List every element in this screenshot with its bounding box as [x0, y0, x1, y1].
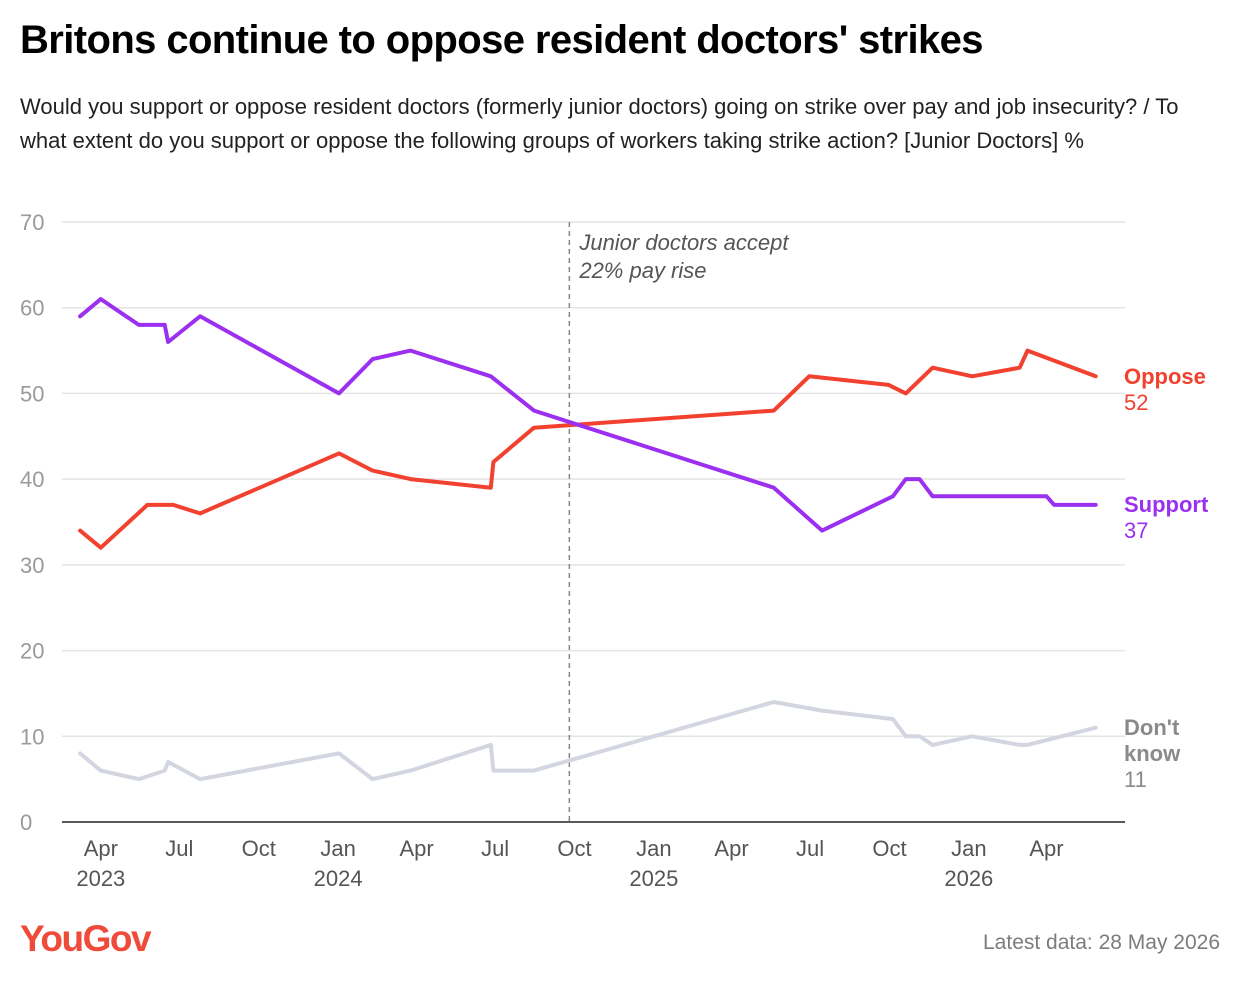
series-name-label: Support [1124, 492, 1209, 517]
axes: 0 10 20 30 40 50 60 70 Apr 2023 Jul Oct Jan 2024 Apr Ju… [20, 210, 1125, 891]
annotation-text: 22% pay rise [578, 258, 706, 283]
annotation-text: Junior doctors accept [578, 230, 789, 255]
x-tick-label: Oct [872, 836, 906, 861]
y-tick-label: 30 [20, 553, 44, 578]
series-name-label: Don't [1124, 715, 1180, 740]
yougov-logo: YouGov [20, 918, 152, 959]
x-tick-label: Oct [557, 836, 591, 861]
y-tick-label: 50 [20, 381, 44, 406]
x-tick-label: Oct [242, 836, 276, 861]
y-tick-label: 60 [20, 296, 44, 321]
grid-lines [62, 221, 1125, 738]
y-tick-label: 0 [20, 810, 32, 835]
x-tick-label: Jan [636, 836, 671, 861]
x-year-label: 2025 [629, 866, 678, 891]
chart-title: Britons continue to oppose resident doct… [20, 18, 984, 62]
series-value-label: 11 [1124, 767, 1147, 792]
x-tick-label: Apr [1029, 836, 1063, 861]
x-tick-label: Apr [84, 836, 118, 861]
latest-data-note: Latest data: 28 May 2026 [983, 931, 1220, 954]
series-line-oppose [78, 348, 1098, 550]
y-tick-label: 70 [20, 210, 44, 235]
x-tick-label: Apr [399, 836, 433, 861]
x-tick-label: Jul [481, 836, 509, 861]
series-name-label: Oppose [1124, 364, 1206, 389]
series-lines [78, 297, 1098, 782]
chart-subtitle: Would you support or oppose resident doc… [20, 94, 1179, 153]
x-tick-label: Jul [796, 836, 824, 861]
x-tick-label: Jan [951, 836, 986, 861]
series-line-support [78, 297, 1098, 533]
x-tick-label: Jul [165, 836, 193, 861]
y-tick-label: 40 [20, 467, 44, 492]
x-tick-label: Jan [320, 836, 355, 861]
annotation-group: Junior doctors accept 22% pay rise [568, 222, 789, 822]
x-year-label: 2026 [944, 866, 993, 891]
series-line-dont-know [78, 700, 1098, 782]
x-tick-label: Apr [714, 836, 748, 861]
y-tick-label: 20 [20, 639, 44, 664]
series-value-label: 52 [1124, 390, 1148, 415]
series-name-label: know [1124, 741, 1181, 766]
series-value-label: 37 [1124, 518, 1148, 543]
x-year-label: 2024 [314, 866, 363, 891]
x-year-label: 2023 [76, 866, 125, 891]
y-tick-label: 10 [20, 724, 44, 749]
